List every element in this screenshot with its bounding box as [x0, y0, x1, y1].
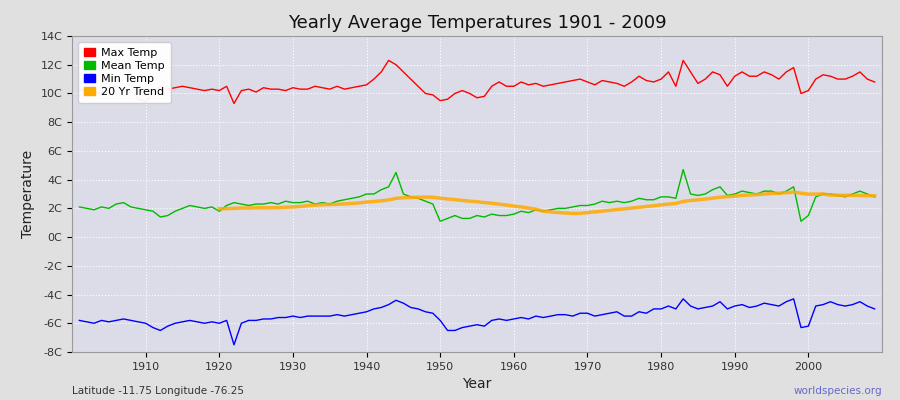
Legend: Max Temp, Mean Temp, Min Temp, 20 Yr Trend: Max Temp, Mean Temp, Min Temp, 20 Yr Tre…: [77, 42, 171, 103]
Text: Latitude -11.75 Longitude -76.25: Latitude -11.75 Longitude -76.25: [72, 386, 244, 396]
Title: Yearly Average Temperatures 1901 - 2009: Yearly Average Temperatures 1901 - 2009: [288, 14, 666, 32]
Text: worldspecies.org: worldspecies.org: [794, 386, 882, 396]
Y-axis label: Temperature: Temperature: [21, 150, 35, 238]
X-axis label: Year: Year: [463, 377, 491, 391]
